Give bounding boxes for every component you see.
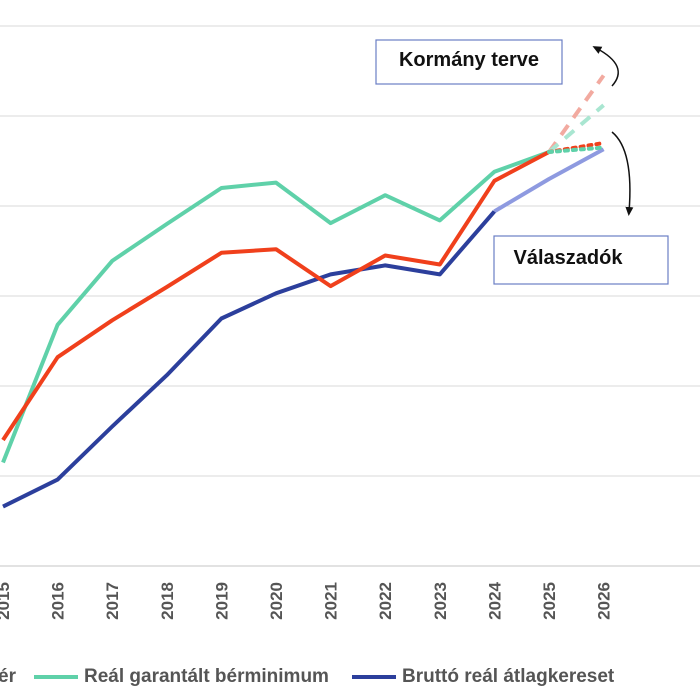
x-tick-label: 2022 bbox=[376, 582, 395, 620]
series-line-minimum-wage bbox=[1, 150, 550, 442]
x-tick-label: 2021 bbox=[322, 582, 341, 620]
annotation-respondents-arrow bbox=[611, 131, 634, 216]
x-tick-label: 2019 bbox=[212, 582, 231, 620]
x-tick-label: 2016 bbox=[49, 582, 68, 620]
x-tick-label: 2017 bbox=[103, 582, 122, 620]
annotation-respondents: Válaszadók bbox=[493, 131, 669, 285]
x-tick-label: 2026 bbox=[595, 582, 614, 620]
x-tick-label: 2024 bbox=[485, 581, 504, 619]
legend-label-minimum-wage: ér bbox=[0, 666, 17, 687]
legend-label-average-wage: Bruttó reál átlagkereset bbox=[402, 666, 615, 687]
series-line-guaranteed-minimum bbox=[1, 150, 550, 464]
annotation-respondents-label: Válaszadók bbox=[514, 247, 624, 269]
annotation-plan: Kormány terve bbox=[375, 39, 619, 87]
series-lines bbox=[1, 74, 606, 509]
x-axis-ticks: 2015 2016 2017 2018 2019 2020 2021 2022 2023 2024… bbox=[0, 581, 614, 619]
annotation-respondents-box bbox=[493, 235, 669, 285]
series-line-guaranteed-plan bbox=[547, 103, 605, 154]
annotation-plan-box bbox=[375, 39, 563, 85]
x-tick-label: 2018 bbox=[158, 582, 177, 620]
series-line-guaranteed-respondents bbox=[547, 145, 606, 154]
legend-label-guaranteed-minimum: Reál garantált bérminimum bbox=[84, 666, 329, 687]
series-line-average-wage bbox=[2, 210, 496, 509]
x-tick-label: 2015 bbox=[0, 582, 13, 620]
annotation-plan-label: Kormány terve bbox=[399, 49, 539, 71]
legend: ér Reál garantált bérminimum Bruttó reál… bbox=[0, 666, 615, 687]
x-tick-label: 2025 bbox=[540, 582, 559, 620]
series-line-average-respondents bbox=[493, 147, 605, 214]
gridlines bbox=[0, 25, 700, 567]
x-tick-label: 2023 bbox=[431, 582, 450, 620]
annotation-plan-arrow bbox=[592, 46, 619, 87]
series-line-minimum-wage-plan bbox=[547, 74, 606, 154]
x-tick-label: 2020 bbox=[267, 582, 286, 620]
